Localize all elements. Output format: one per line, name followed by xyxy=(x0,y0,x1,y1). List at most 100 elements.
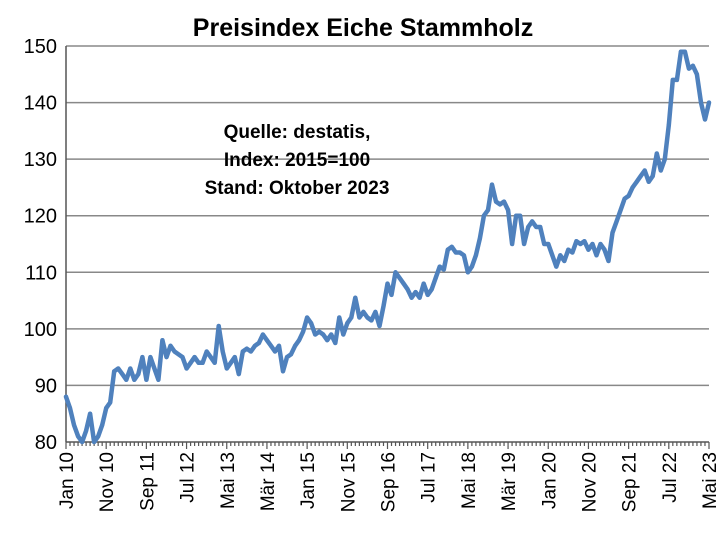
data-point xyxy=(96,434,101,439)
data-point xyxy=(465,270,470,275)
data-point xyxy=(385,281,390,286)
data-point xyxy=(670,77,675,82)
data-point xyxy=(381,304,386,309)
data-point xyxy=(429,287,434,292)
data-point xyxy=(313,332,318,337)
x-tick-label: Sep 11 xyxy=(137,452,158,511)
data-point xyxy=(188,360,193,365)
data-point xyxy=(590,242,595,246)
data-point xyxy=(268,343,273,348)
data-point xyxy=(506,208,511,213)
data-point xyxy=(180,355,185,360)
data-point xyxy=(666,123,671,128)
data-point xyxy=(578,242,583,246)
data-point xyxy=(373,309,378,314)
data-point xyxy=(425,292,430,297)
data-point xyxy=(365,315,370,320)
data-point xyxy=(522,242,527,246)
data-point xyxy=(562,258,567,263)
data-point xyxy=(345,321,350,326)
data-point xyxy=(301,329,306,334)
data-point xyxy=(317,329,322,334)
y-tick-label: 80 xyxy=(35,432,57,454)
data-point xyxy=(393,270,398,275)
data-point xyxy=(64,394,68,399)
x-axis: Jan 10 Nov 10 Sep 11 Jul 12 Mai 13 Mär 14 Jan … xyxy=(57,442,718,512)
data-point xyxy=(498,202,503,207)
data-point xyxy=(281,369,286,374)
data-point xyxy=(598,242,603,246)
data-point xyxy=(489,182,494,187)
data-point xyxy=(212,360,217,365)
x-tick-label: Jan 15 xyxy=(298,452,319,509)
y-tick-label: 110 xyxy=(25,262,57,284)
data-point xyxy=(329,332,334,337)
data-point xyxy=(353,295,358,300)
data-point xyxy=(405,287,410,292)
data-point xyxy=(80,440,85,444)
data-point xyxy=(289,352,294,357)
data-point xyxy=(260,332,265,337)
data-point xyxy=(100,423,105,428)
data-point xyxy=(650,174,655,179)
data-point xyxy=(325,338,330,343)
data-point xyxy=(252,343,257,348)
x-tick-label: Nov 20 xyxy=(579,452,600,512)
x-tick-label: Jul 22 xyxy=(660,452,681,503)
data-point xyxy=(116,366,121,371)
data-point xyxy=(72,423,77,428)
data-point xyxy=(84,428,89,433)
x-tick-label: Nov 15 xyxy=(338,452,359,512)
x-tick-label: Mär 19 xyxy=(499,452,520,511)
data-point xyxy=(108,400,113,405)
data-point xyxy=(192,355,197,360)
data-point xyxy=(437,264,442,269)
data-point xyxy=(144,377,149,382)
x-tick-label: Nov 10 xyxy=(97,452,118,512)
data-point xyxy=(674,77,679,82)
y-tick-label: 140 xyxy=(24,93,57,115)
data-point xyxy=(236,372,241,377)
data-point xyxy=(469,264,474,269)
data-point xyxy=(694,72,699,77)
data-point xyxy=(586,247,591,252)
data-point xyxy=(309,321,314,326)
data-point xyxy=(461,253,466,258)
data-point xyxy=(550,253,555,258)
data-point xyxy=(88,411,93,416)
data-point xyxy=(445,247,450,252)
x-tick-label: Mai 23 xyxy=(700,452,718,509)
data-point xyxy=(297,338,302,343)
x-tick-label: Sep 16 xyxy=(379,452,400,512)
data-point xyxy=(526,225,531,230)
x-tick-label: Jul 12 xyxy=(178,452,199,503)
data-point xyxy=(156,377,161,382)
data-point xyxy=(196,360,201,365)
x-tick-label: Sep 21 xyxy=(620,452,641,512)
y-tick-label: 120 xyxy=(24,206,57,228)
data-point xyxy=(397,275,402,280)
data-point xyxy=(409,295,414,300)
data-point xyxy=(473,253,478,258)
data-point xyxy=(530,219,535,224)
data-point xyxy=(602,247,607,252)
x-tick-label: Jan 10 xyxy=(57,452,78,509)
y-tick-label: 100 xyxy=(24,319,57,341)
data-point xyxy=(642,168,647,173)
data-point xyxy=(240,349,245,354)
data-point xyxy=(413,290,418,295)
data-point xyxy=(707,100,711,105)
data-point xyxy=(321,332,326,337)
data-point xyxy=(76,434,81,439)
data-point xyxy=(216,324,221,329)
data-point xyxy=(112,369,117,374)
y-axis: 80 90 100 110 120 130 140 150 xyxy=(24,36,57,454)
x-tick-label: Mai 13 xyxy=(218,452,239,509)
data-point xyxy=(389,292,394,297)
data-point xyxy=(401,281,406,286)
x-tick-label: Mär 14 xyxy=(258,452,279,512)
data-point xyxy=(421,281,426,286)
data-point xyxy=(176,352,181,357)
data-point xyxy=(494,199,499,204)
